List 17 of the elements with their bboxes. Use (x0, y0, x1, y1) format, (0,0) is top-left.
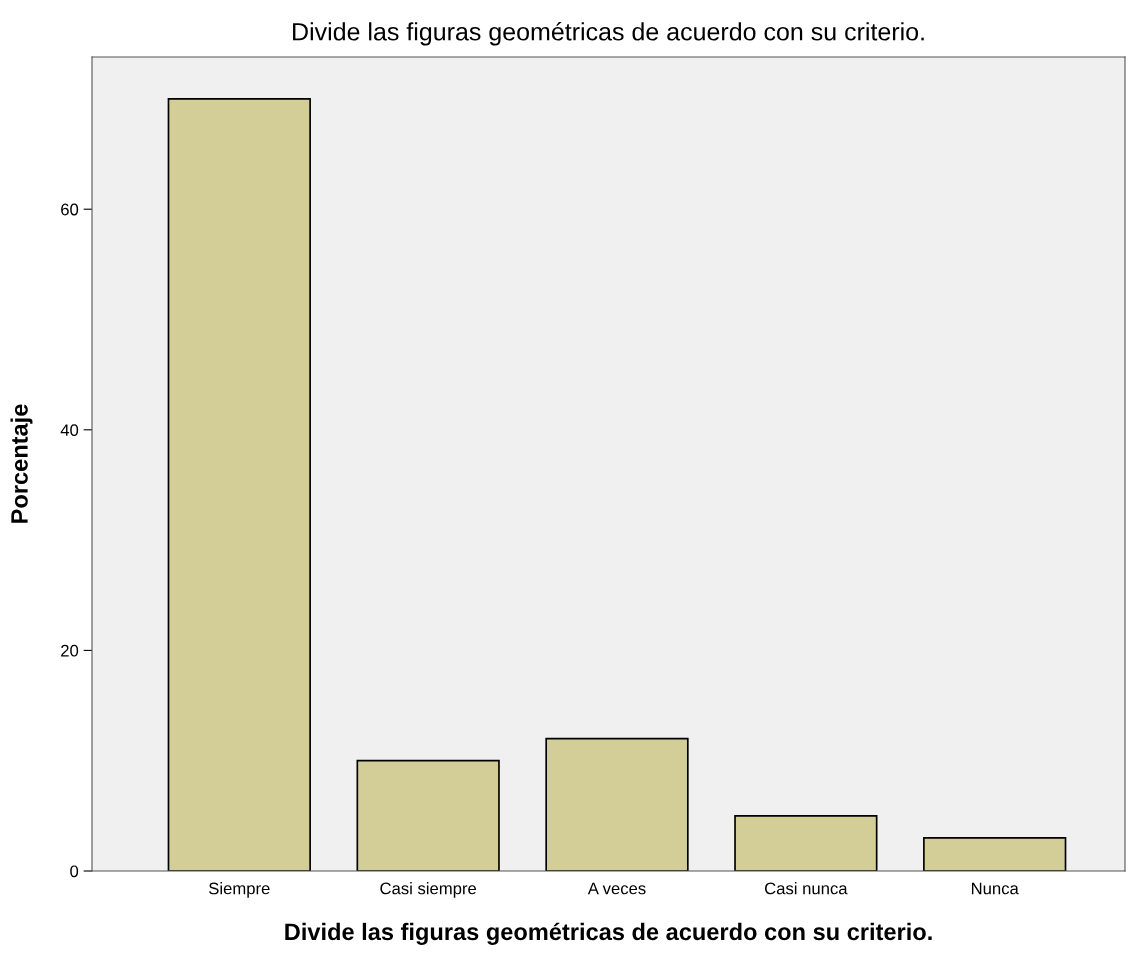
x-tick-label: Casi siempre (380, 882, 477, 898)
bar (545, 737, 689, 871)
y-tick-label: 0 (70, 865, 79, 878)
bar (356, 759, 500, 871)
x-axis-title: Divide las figuras geométricas de acuerdo con su criterio. (285, 922, 932, 945)
x-tick-label: A veces (587, 882, 646, 895)
y-tick-label: 20 (61, 644, 79, 657)
x-tick-label: Siempre (209, 882, 270, 898)
x-tick-label: Nunca (971, 882, 1019, 895)
chart-title: Divide las figuras geométricas de acuerdo con su criterio. (293, 21, 924, 46)
x-tick-label: Casi nunca (765, 882, 848, 895)
bar (167, 98, 311, 871)
y-tick-label: 40 (60, 424, 79, 437)
bar (734, 815, 878, 871)
y-tick-label: 60 (61, 203, 79, 216)
bar (923, 837, 1067, 871)
y-axis-title: Porcentaje (10, 404, 33, 523)
